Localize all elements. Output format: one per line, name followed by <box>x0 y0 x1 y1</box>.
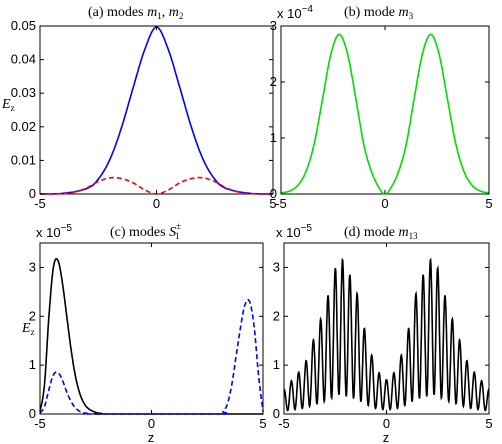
series-line-2 <box>39 298 264 415</box>
plot-frame <box>39 242 264 415</box>
scale-factor: x 10−5 <box>276 223 312 240</box>
y-tick-label: 0 <box>29 186 36 201</box>
y-tick-label: 1 <box>273 357 280 372</box>
y-tick-label: 3 <box>270 18 277 33</box>
x-tick-label: -5 <box>34 196 46 211</box>
series-line-1 <box>39 257 263 415</box>
plot-frame <box>283 242 490 415</box>
y-tick-label: 2 <box>29 308 36 323</box>
x-tick-label: 5 <box>485 416 492 431</box>
y-tick-label: 0 <box>273 406 280 421</box>
x-tick-label: -5 <box>275 196 287 211</box>
x-tick-label: 0 <box>148 416 155 431</box>
panel-title: (b) mode m3 <box>344 5 414 21</box>
y-tick-label: 0.05 <box>11 18 36 33</box>
y-tick-label: 1 <box>29 357 36 372</box>
plot-frame <box>280 25 490 195</box>
x-tick-label: -5 <box>34 416 46 431</box>
x-tick-label: 5 <box>485 196 492 211</box>
scale-factor: x 10−4 <box>277 4 313 21</box>
series-line-1 <box>283 257 490 412</box>
panel-title: (d) mode m13 <box>344 225 418 241</box>
y-tick-label: 2 <box>270 74 277 89</box>
series-line-1 <box>39 26 274 195</box>
y-tick-label: 1 <box>270 130 277 145</box>
y-tick-label: 0.04 <box>11 52 36 67</box>
panel-a: -5 0 500.010.020.030.040.05 (a) modes m1, … <box>1 5 277 211</box>
y-tick-label: 0.02 <box>11 119 36 134</box>
panel-title: (a) modes m1, m2 <box>88 5 183 21</box>
x-tick-label: 0 <box>153 196 160 211</box>
x-tick-label: 0 <box>381 196 388 211</box>
series-line-1 <box>280 33 490 195</box>
y-tick-label: 0 <box>29 406 36 421</box>
x-tick-label: 5 <box>259 416 266 431</box>
plot-frame <box>39 25 274 195</box>
y-tick-label: 0.03 <box>11 85 36 100</box>
y-tick-label: 2 <box>273 308 280 323</box>
x-axis-label: z <box>148 430 155 444</box>
scale-factor: x 10−5 <box>36 223 72 240</box>
y-axis-label: Ez <box>1 97 15 113</box>
y-tick-label: 3 <box>273 259 280 274</box>
x-tick-label: 5 <box>269 196 276 211</box>
x-tick-label: 0 <box>383 416 390 431</box>
y-tick-label: 3 <box>29 259 36 274</box>
x-tick-label: -5 <box>278 416 290 431</box>
panel-title: (c) modes S± 1 <box>110 221 181 241</box>
y-axis-label: Ez <box>21 321 35 337</box>
y-tick-label: 0 <box>270 186 277 201</box>
x-axis-label: z <box>383 430 390 444</box>
y-tick-label: 0.01 <box>11 152 36 167</box>
